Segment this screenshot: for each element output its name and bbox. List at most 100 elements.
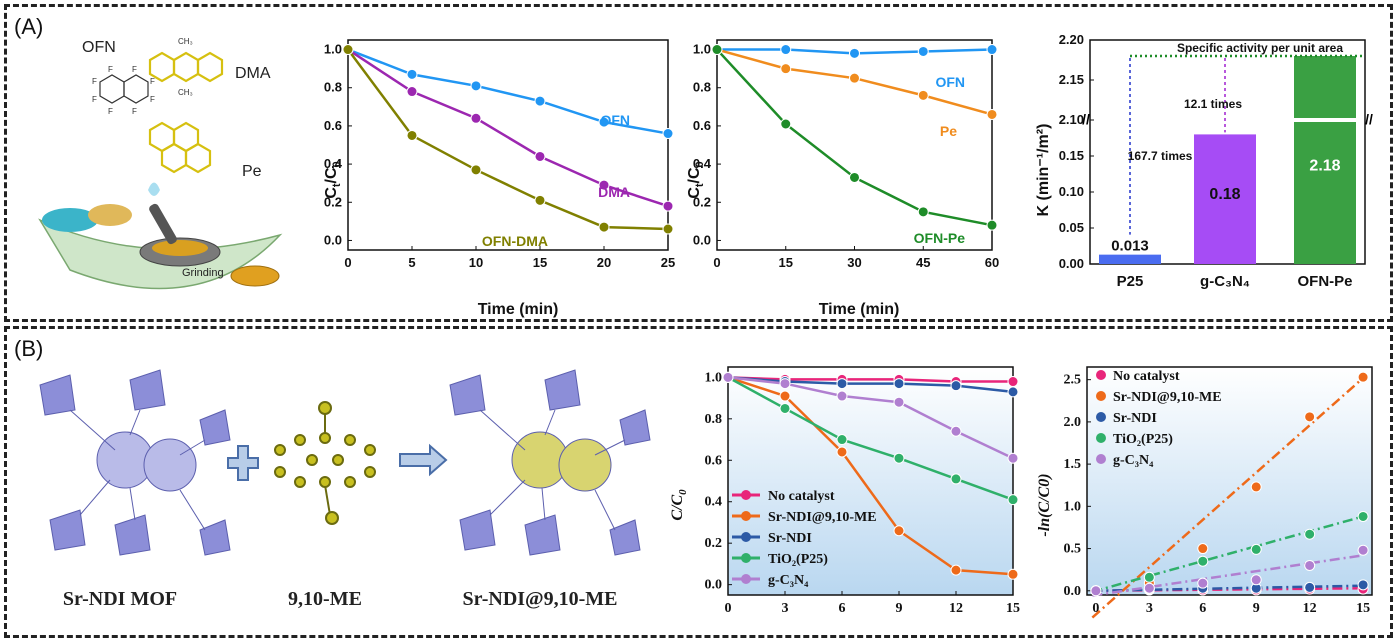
y-tick-label: 0.15 xyxy=(1059,148,1084,163)
series-4-point xyxy=(779,378,791,390)
series-3-point xyxy=(1197,555,1209,567)
x-tick-label: 15 xyxy=(779,255,793,270)
chart-a2: Ct/C0 Time (min) 0 15 30 45 60 0.0 0.2 0.4 0.6 0.… xyxy=(686,39,999,318)
blue-powder-icon xyxy=(42,208,98,232)
legend-marker-1 xyxy=(741,511,751,521)
chart-a1-xlabel: Time (min) xyxy=(478,301,559,318)
y-tick-label: 0.6 xyxy=(324,118,342,133)
fluorine-atom: F xyxy=(92,77,97,86)
series-0-line xyxy=(347,48,669,135)
x-tick-label: 30 xyxy=(847,255,861,270)
series-1-point xyxy=(917,89,929,101)
series-3-point xyxy=(1007,494,1019,506)
pestle-icon xyxy=(149,203,177,245)
series-1-point xyxy=(1304,411,1316,423)
legend-marker-2 xyxy=(1096,412,1106,422)
series-2-point xyxy=(598,221,610,233)
axis-break-mark-right: // xyxy=(1365,111,1373,127)
series-1-point xyxy=(1357,371,1369,383)
y-tick-label: 0.5 xyxy=(1064,542,1082,557)
series-4-point xyxy=(893,396,905,408)
series-1-point xyxy=(662,200,674,212)
x-tick-label: 60 xyxy=(985,255,999,270)
series-4-point xyxy=(1143,582,1155,594)
fluorine-atom: F xyxy=(108,65,113,74)
legend-marker-3 xyxy=(1096,433,1106,443)
chart-a1: Ct/C0 Time (min) 0 5 10 15 20 25 0.0 0.2 0.4 0.6 0… xyxy=(323,39,675,318)
fluorine-atom: F xyxy=(132,65,137,74)
series-4-fit-line xyxy=(1092,554,1364,597)
x-tick-label: 15 xyxy=(1356,601,1370,616)
y-tick-label: 2.15 xyxy=(1059,72,1084,87)
series-1-point xyxy=(780,63,792,75)
x-tick-label: 15 xyxy=(533,255,547,270)
bar-0-value: 0.013 xyxy=(1111,238,1149,255)
series-1-point xyxy=(836,446,848,458)
x-tick-label: 0 xyxy=(344,255,351,270)
series-0-label: OFN xyxy=(935,74,965,90)
x-tick-label: 3 xyxy=(782,601,789,616)
series-2-line xyxy=(727,376,1014,394)
pe-molecule-icon xyxy=(148,121,212,174)
plot-frame xyxy=(347,39,669,251)
y-tick-label: 0.00 xyxy=(1059,256,1084,271)
y-tick-label: 0.2 xyxy=(705,536,723,551)
y-tick-label: 0.2 xyxy=(324,194,342,209)
series-4-point xyxy=(722,371,734,383)
y-tick-label: 1.0 xyxy=(324,42,342,57)
y-tick-label: 0.0 xyxy=(1064,584,1082,599)
series-2-point xyxy=(406,129,418,141)
chart-a2-xlabel: Time (min) xyxy=(819,301,900,318)
chart-b1: C/C0 0 3 6 9 12 15 0.0 0.2 0.4 0.6 0.8 1.0 No cataly… xyxy=(669,366,1020,616)
mortar-powder-icon xyxy=(152,240,208,256)
plot-frame xyxy=(727,366,1014,596)
series-2-point xyxy=(470,164,482,176)
series-3-point xyxy=(950,473,962,485)
legend-marker-4 xyxy=(1096,454,1106,464)
series-3-point xyxy=(1250,543,1262,555)
series-1-point xyxy=(470,112,482,124)
series-2-point xyxy=(986,219,998,231)
x-tick-label: 6 xyxy=(1199,601,1206,616)
x-tick-label: 0 xyxy=(713,255,720,270)
y-tick-label: 0.4 xyxy=(324,156,343,171)
me-molecule-icon xyxy=(274,401,376,525)
legend-marker-3 xyxy=(741,553,751,563)
bar-1-value: 0.18 xyxy=(1209,186,1240,203)
x-tick-label: 9 xyxy=(1253,601,1260,616)
series-1-point xyxy=(1250,481,1262,493)
grinding-label: Grinding xyxy=(182,267,224,279)
x-tick-label: 12 xyxy=(1303,601,1317,616)
series-0-point xyxy=(534,95,546,107)
y-tick-label: 0.8 xyxy=(324,80,342,95)
series-0-point xyxy=(986,44,998,56)
mof-structure-icon xyxy=(39,369,231,556)
chart-a3-ylabel: K (min⁻¹/m²) xyxy=(1035,124,1052,217)
series-3-fit-line xyxy=(1092,515,1364,593)
dma-label: DMA xyxy=(235,65,271,82)
y-tick-label: 0.2 xyxy=(693,194,711,209)
series-4-point xyxy=(1197,577,1209,589)
series-1-point xyxy=(779,390,791,402)
x-tick-label: 12 xyxy=(949,601,963,616)
chart-a3: K (min⁻¹/m²) 0.00 0.05 0.10 0.15 2.10 2.15 2.2… xyxy=(1035,32,1373,290)
x-tick-label: 10 xyxy=(469,255,483,270)
series-4-point xyxy=(1007,452,1019,464)
series-0-point xyxy=(662,128,674,140)
panel-b xyxy=(4,326,1393,638)
y-tick-label: 2.5 xyxy=(1064,373,1082,388)
series-3-point xyxy=(893,452,905,464)
y-tick-label: 0.6 xyxy=(693,118,711,133)
series-2-point xyxy=(662,223,674,235)
series-2-point xyxy=(711,44,723,56)
series-2-point xyxy=(836,378,848,390)
pe-label: Pe xyxy=(242,163,262,180)
methyl-group-bottom: CH₃ xyxy=(178,88,193,97)
series-1-point xyxy=(893,525,905,537)
series-3-line xyxy=(727,376,1014,501)
series-2-label: OFN-DMA xyxy=(482,233,548,249)
caption-sr-ndi-9-10-me: Sr-NDI@9,10-ME xyxy=(462,588,617,610)
series-2-point xyxy=(1304,581,1316,593)
ofn-label: OFN xyxy=(82,39,116,56)
x-tick-label: 9 xyxy=(896,601,903,616)
